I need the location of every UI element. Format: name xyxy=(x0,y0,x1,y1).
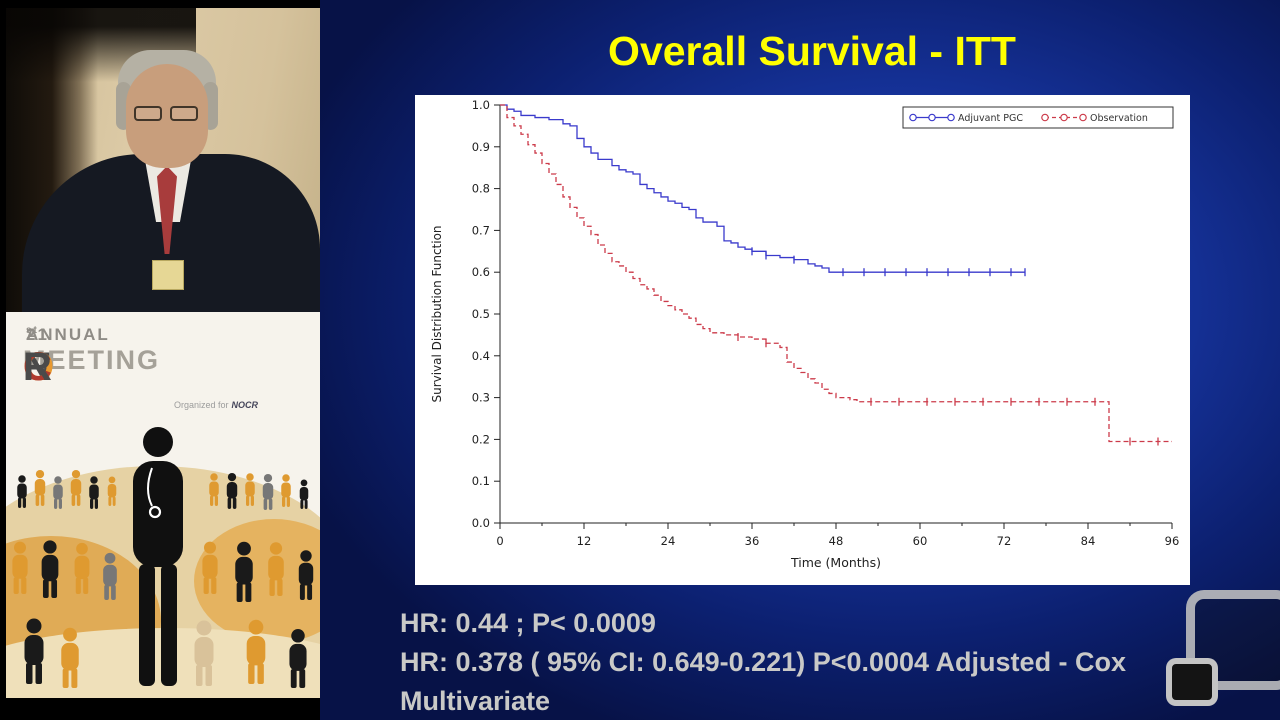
speaker-video xyxy=(6,8,320,312)
svg-text:0.4: 0.4 xyxy=(472,349,490,363)
meeting-word: MEETING xyxy=(23,345,161,375)
stats-line-2: HR: 0.378 ( 95% CI: 0.649-0.221) P<0.000… xyxy=(400,647,1127,716)
kaplan-meier-plot: 0.0 0.1 0.2 0.3 0.4 0.5 0.6 0.7 0.8 0.9 1.0 0 12 24 36… xyxy=(430,98,1180,570)
svg-text:36: 36 xyxy=(745,534,760,548)
svg-text:0.0: 0.0 xyxy=(472,516,490,530)
speaker-badge xyxy=(152,260,184,290)
svg-text:24: 24 xyxy=(661,534,676,548)
svg-text:96: 96 xyxy=(1165,534,1180,548)
svg-text:0.8: 0.8 xyxy=(472,182,490,196)
organizer-logo: NOCR xyxy=(231,400,259,410)
svg-text:72: 72 xyxy=(997,534,1012,548)
speaker-glasses-left-lens xyxy=(134,106,162,121)
organized-for-text: Organized for xyxy=(174,400,229,410)
speaker-glasses-right-lens xyxy=(170,106,198,121)
svg-text:0.5: 0.5 xyxy=(472,307,490,321)
svg-text:0.6: 0.6 xyxy=(472,265,490,279)
svg-text:1.0: 1.0 xyxy=(472,98,490,112)
svg-text:0.2: 0.2 xyxy=(472,432,490,446)
conference-logo-line: N O C R MEETING xyxy=(23,345,161,389)
slide-panel: Overall Survival - ITT 0.0 0.1 0.2 0.3 0.4 0.… xyxy=(320,0,1280,720)
nocr-logo-letter: C xyxy=(23,345,52,389)
nocr-logo-letter: O xyxy=(23,345,55,389)
crowd-illustration xyxy=(6,427,320,698)
annual-number: 21 xyxy=(26,325,49,344)
organized-for-line: Organized for NOCR xyxy=(174,400,258,410)
svg-text:0.1: 0.1 xyxy=(472,474,490,488)
annual-ordinal: st xyxy=(26,325,39,336)
survival-chart: 0.0 0.1 0.2 0.3 0.4 0.5 0.6 0.7 0.8 0.9 1.0 0 12 24 36… xyxy=(415,95,1190,585)
svg-text:Adjuvant PGC: Adjuvant PGC xyxy=(958,113,1023,124)
video-watermark-icon xyxy=(1166,590,1280,706)
svg-text:0.3: 0.3 xyxy=(472,391,490,405)
stats-line-1: HR: 0.44 ; P< 0.0009 xyxy=(400,608,656,638)
svg-text:Time (Months): Time (Months) xyxy=(790,555,881,570)
svg-text:Observation: Observation xyxy=(1090,113,1148,124)
svg-text:48: 48 xyxy=(829,534,844,548)
nocr-logo-letter: R xyxy=(23,345,52,389)
slide-title: Overall Survival - ITT xyxy=(608,28,1016,74)
annual-word: ANNUAL xyxy=(26,325,110,344)
nocr-logo-letter: N xyxy=(23,345,52,389)
statistics-block: HR: 0.44 ; P< 0.0009 HR: 0.378 ( 95% CI:… xyxy=(400,604,1200,720)
svg-text:0.7: 0.7 xyxy=(472,223,490,237)
svg-text:0.9: 0.9 xyxy=(472,140,490,154)
speaker-head xyxy=(126,64,208,168)
svg-text:60: 60 xyxy=(913,534,928,548)
svg-text:84: 84 xyxy=(1081,534,1096,548)
svg-text:12: 12 xyxy=(577,534,592,548)
watermark-inner-frame xyxy=(1166,658,1218,706)
svg-text:Survival Distribution Function: Survival Distribution Function xyxy=(430,225,444,402)
svg-text:0: 0 xyxy=(496,534,503,548)
